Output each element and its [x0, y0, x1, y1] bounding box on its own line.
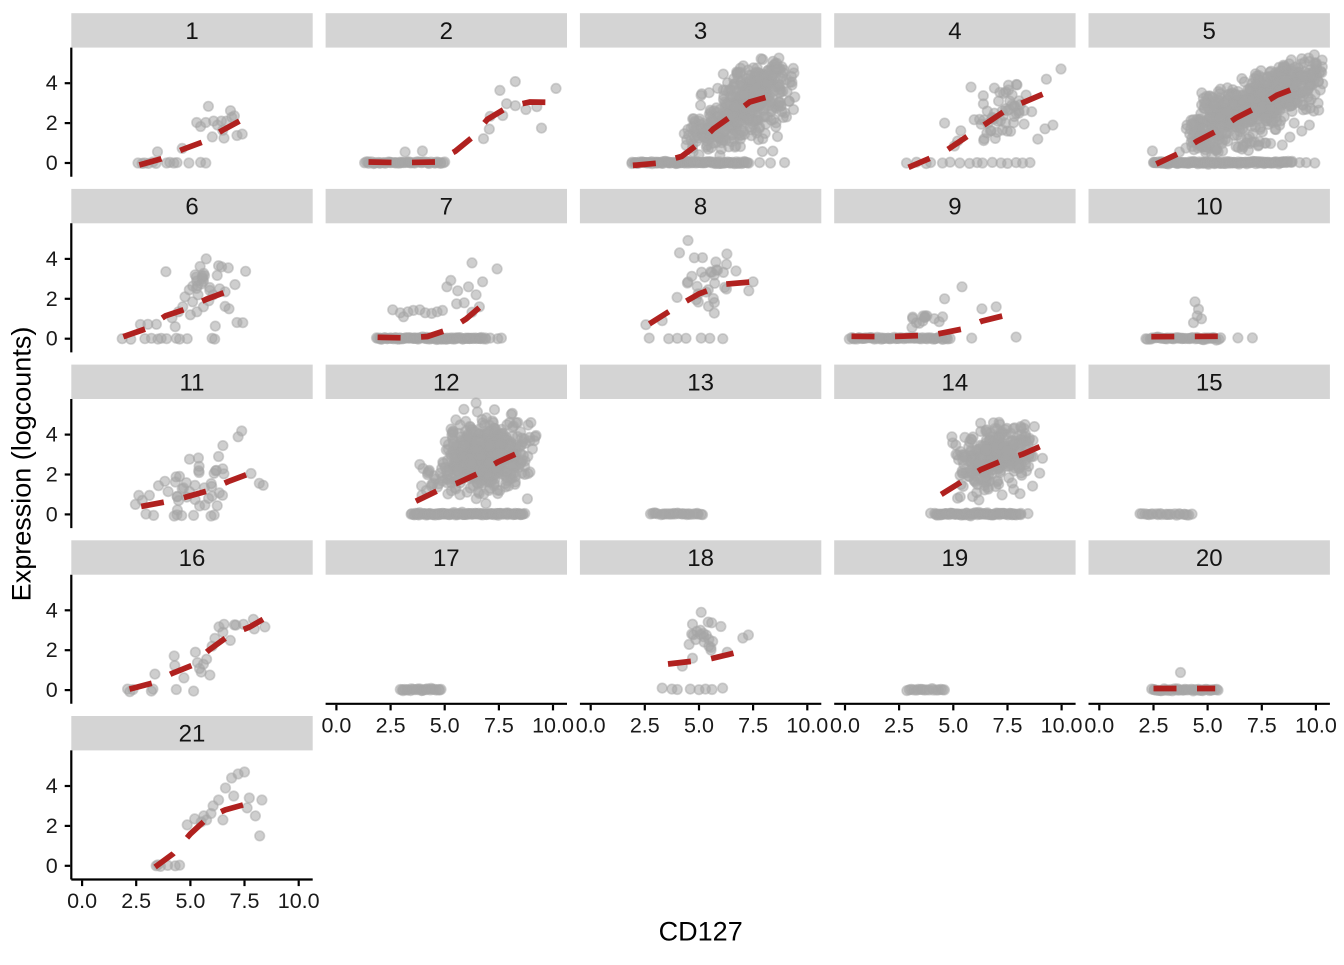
svg-text:4: 4 [46, 71, 58, 95]
svg-text:7.5: 7.5 [738, 714, 768, 738]
svg-text:4: 4 [948, 18, 961, 45]
svg-text:0: 0 [46, 854, 58, 878]
svg-text:2: 2 [46, 111, 58, 135]
svg-text:Expression (logcounts): Expression (logcounts) [7, 327, 37, 602]
svg-text:5.0: 5.0 [938, 714, 968, 738]
svg-text:12: 12 [433, 369, 460, 396]
svg-text:0.0: 0.0 [1084, 714, 1114, 738]
svg-text:4: 4 [46, 423, 58, 447]
svg-text:5.0: 5.0 [175, 889, 205, 913]
svg-text:8: 8 [694, 194, 707, 221]
svg-text:10.0: 10.0 [1041, 714, 1083, 738]
svg-text:17: 17 [433, 545, 460, 572]
svg-text:7.5: 7.5 [993, 714, 1023, 738]
svg-text:2: 2 [46, 463, 58, 487]
svg-text:0: 0 [46, 327, 58, 351]
svg-text:2: 2 [46, 638, 58, 662]
svg-text:18: 18 [687, 545, 714, 572]
svg-text:6: 6 [185, 194, 198, 221]
svg-text:0.0: 0.0 [576, 714, 606, 738]
svg-text:7.5: 7.5 [230, 889, 260, 913]
svg-text:5.0: 5.0 [430, 714, 460, 738]
svg-text:4: 4 [46, 247, 58, 271]
svg-text:2.5: 2.5 [121, 889, 151, 913]
svg-text:0.0: 0.0 [67, 889, 97, 913]
svg-text:10.0: 10.0 [532, 714, 574, 738]
svg-text:0: 0 [46, 502, 58, 526]
svg-text:2: 2 [440, 18, 453, 45]
svg-text:2.5: 2.5 [884, 714, 914, 738]
svg-text:4: 4 [46, 598, 58, 622]
svg-text:0.0: 0.0 [830, 714, 860, 738]
svg-text:5.0: 5.0 [1193, 714, 1223, 738]
svg-text:2.5: 2.5 [376, 714, 406, 738]
svg-text:2.5: 2.5 [1139, 714, 1169, 738]
svg-text:11: 11 [180, 369, 205, 396]
svg-text:13: 13 [687, 369, 714, 396]
svg-text:10.0: 10.0 [278, 889, 320, 913]
svg-text:20: 20 [1196, 545, 1223, 572]
svg-text:15: 15 [1196, 369, 1223, 396]
svg-text:7.5: 7.5 [1247, 714, 1277, 738]
svg-text:CD127: CD127 [659, 916, 743, 946]
svg-text:0: 0 [46, 678, 58, 702]
svg-text:21: 21 [179, 721, 206, 748]
svg-text:10: 10 [1196, 194, 1223, 221]
svg-text:16: 16 [179, 545, 206, 572]
svg-text:3: 3 [694, 18, 707, 45]
svg-text:19: 19 [942, 545, 969, 572]
svg-text:2: 2 [46, 287, 58, 311]
svg-text:10.0: 10.0 [1295, 714, 1337, 738]
svg-text:0.0: 0.0 [321, 714, 351, 738]
svg-text:5: 5 [1203, 18, 1216, 45]
svg-text:2.5: 2.5 [630, 714, 660, 738]
svg-text:10.0: 10.0 [786, 714, 828, 738]
svg-text:2: 2 [46, 814, 58, 838]
svg-text:7: 7 [440, 194, 453, 221]
svg-text:0: 0 [46, 151, 58, 175]
svg-text:9: 9 [948, 194, 961, 221]
svg-text:4: 4 [46, 774, 58, 798]
svg-text:5.0: 5.0 [684, 714, 714, 738]
svg-text:14: 14 [942, 369, 969, 396]
svg-text:7.5: 7.5 [484, 714, 514, 738]
svg-text:1: 1 [185, 18, 198, 45]
